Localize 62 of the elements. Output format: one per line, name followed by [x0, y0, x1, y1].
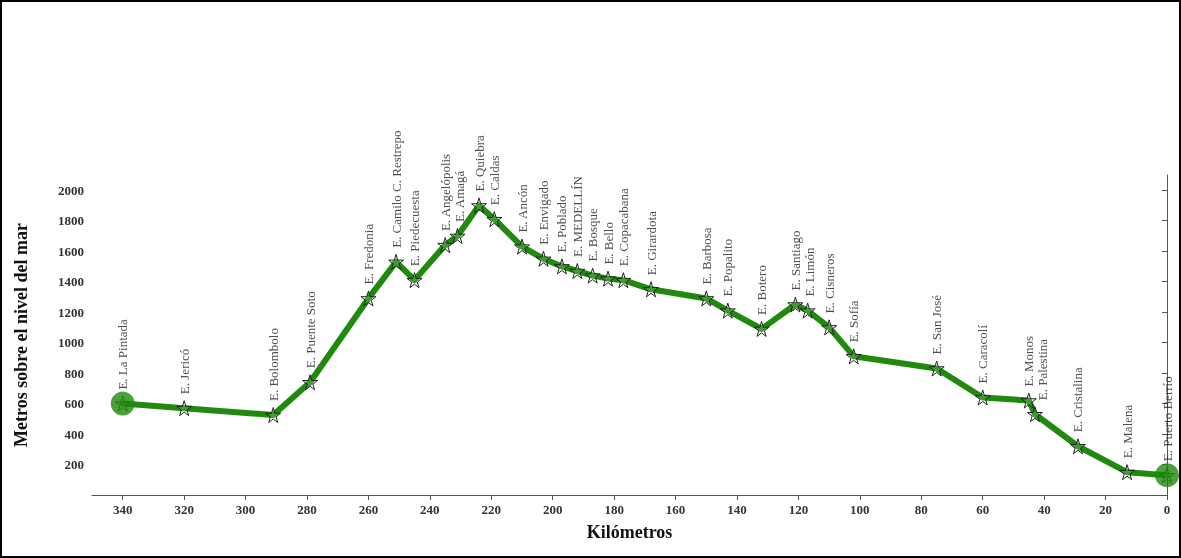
annotation: E. Piedecuesta — [407, 190, 422, 267]
annotation: E. Copacabana — [615, 187, 631, 267]
annotation: E. Puente Soto — [302, 291, 318, 369]
annotation: E. Bello — [600, 222, 616, 265]
annotation: E. Ancón — [514, 183, 530, 233]
y-tick-label: 600 — [64, 396, 84, 412]
y-tick-label: 800 — [64, 365, 84, 381]
annotation: E. Puerto Berrío — [1159, 376, 1175, 462]
annotation: E. La Pintada — [115, 318, 131, 390]
y-tick-label: 2000 — [58, 182, 84, 198]
x-tick-label: 180 — [604, 502, 624, 517]
annotation: E. MEDELLÍN — [569, 175, 585, 257]
annotation: E. Girardota — [643, 210, 659, 276]
annotation: E. Jericó — [176, 348, 192, 395]
annotation: E. Bosque — [585, 207, 601, 262]
annotation: E. Malena — [1119, 404, 1135, 459]
y-tick-label: 1800 — [58, 213, 84, 229]
annotation: E. Caldas — [486, 155, 502, 206]
x-tick-label: 80 — [914, 502, 928, 517]
annotation: E. Limón — [801, 247, 817, 297]
y-tick-label: 1200 — [58, 304, 84, 320]
y-tick-label: 1000 — [58, 335, 84, 351]
y-axis-title: Metros sobre el nivel del mar — [11, 223, 31, 447]
annotation: E. Sofía — [846, 300, 862, 343]
x-tick-label: 220 — [481, 502, 502, 517]
annotation: E. Palestina — [1035, 338, 1051, 401]
x-tick-label: 300 — [235, 502, 256, 517]
y-tick-label: 1400 — [58, 274, 84, 290]
x-tick-label: 280 — [297, 502, 317, 517]
annotation: E. Quiebra — [471, 134, 487, 192]
annotation: E. Cristalina — [1070, 367, 1086, 433]
x-axis-title: Kilómetros — [586, 522, 673, 542]
x-tick-label: 320 — [174, 502, 194, 517]
annotation: E. Monos — [1021, 335, 1037, 387]
x-tick-label: 340 — [112, 502, 133, 517]
x-tick-label: 160 — [665, 502, 686, 517]
x-tick-label: 140 — [727, 502, 747, 517]
annotation: E. Barbosa — [698, 227, 714, 285]
annotation: E. Camilo C. Restrepo — [388, 130, 404, 248]
annotation: E. Envigado — [536, 180, 551, 245]
annotation: E. Caracolí — [975, 324, 991, 384]
y-tick-label: 200 — [64, 457, 84, 473]
annotation: E. Botero — [754, 265, 770, 315]
x-tick-label: 60 — [976, 502, 990, 517]
x-tick-label: 100 — [850, 502, 870, 517]
x-tick-label: 40 — [1037, 502, 1051, 517]
x-tick-label: 120 — [788, 502, 809, 517]
x-tick-label: 0 — [1163, 502, 1171, 517]
annotation: E. Fredonia — [360, 223, 376, 285]
annotation: E. Bolombolo — [265, 328, 281, 401]
x-tick-label: 260 — [358, 502, 379, 517]
annotation: E. Cisneros — [821, 253, 837, 314]
annotation: E. Santiago — [787, 230, 803, 291]
annotation: E. San José — [929, 294, 945, 355]
annotation: E. Poblado — [554, 195, 570, 253]
annotation: E. Popalito — [720, 238, 736, 297]
x-tick-label: 240 — [420, 502, 440, 517]
x-tick-label: 20 — [1099, 502, 1113, 517]
x-tick-label: 200 — [542, 502, 563, 517]
annotation: E. Angelópolis — [437, 153, 453, 232]
y-tick-label: 1600 — [58, 243, 84, 259]
y-tick-label: 400 — [64, 426, 84, 442]
